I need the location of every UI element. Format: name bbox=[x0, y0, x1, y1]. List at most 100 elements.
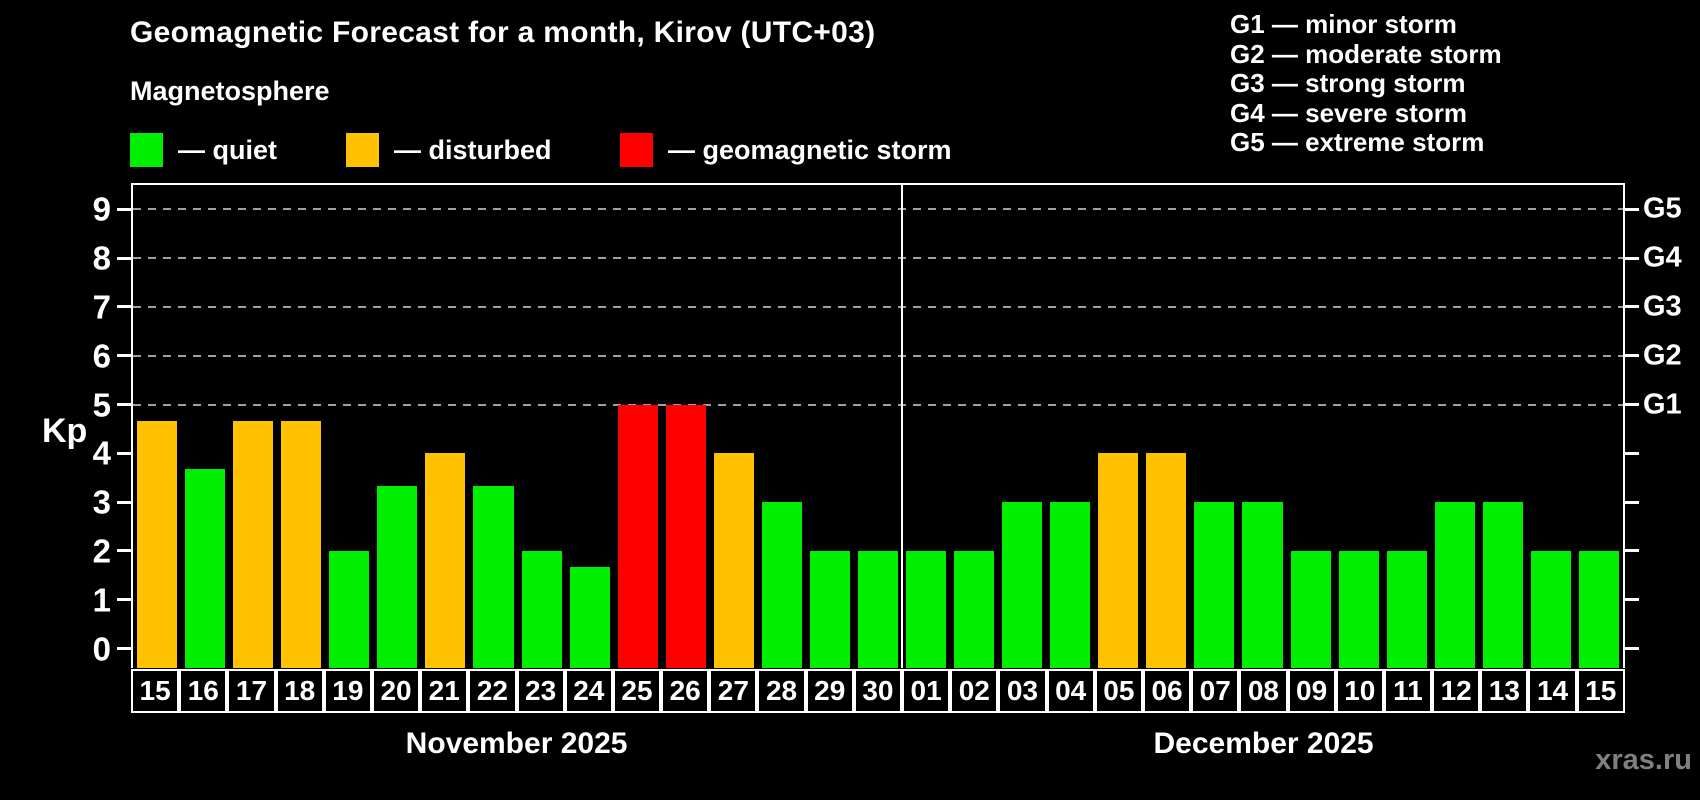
bar-slot bbox=[229, 185, 277, 668]
gridline-kp-5 bbox=[133, 403, 1623, 406]
bars-container bbox=[133, 185, 1623, 668]
date-box-13: 13 bbox=[1480, 669, 1529, 713]
month-label-december: December 2025 bbox=[1153, 727, 1374, 760]
bar-slot bbox=[1094, 185, 1142, 668]
bar-slot bbox=[133, 185, 181, 668]
legend-label-disturbed: — disturbed bbox=[394, 134, 552, 165]
kp-bar-24 bbox=[569, 567, 610, 668]
bar-slot bbox=[1046, 185, 1094, 668]
bar-slot bbox=[902, 185, 950, 668]
kp-bar-02 bbox=[954, 550, 995, 668]
gridline-kp-8 bbox=[133, 257, 1623, 260]
bar-slot bbox=[325, 185, 373, 668]
kp-bar-27 bbox=[713, 453, 754, 668]
bar-slot bbox=[1479, 185, 1527, 668]
bar-slot bbox=[1383, 185, 1431, 668]
date-box-27: 27 bbox=[709, 669, 758, 713]
y-tick-left-7 bbox=[117, 305, 131, 309]
y-tick-label-8: 8 bbox=[92, 239, 111, 277]
gridline-kp-9 bbox=[133, 208, 1623, 211]
date-box-24: 24 bbox=[564, 669, 613, 713]
y-tick-label-9: 9 bbox=[92, 190, 111, 228]
bar-slot bbox=[469, 185, 517, 668]
bar-slot bbox=[806, 185, 854, 668]
kp-bar-05 bbox=[1098, 453, 1139, 668]
bar-slot bbox=[854, 185, 902, 668]
y-tick-label-0: 0 bbox=[92, 630, 111, 667]
bar-slot bbox=[1527, 185, 1575, 668]
date-box-22: 22 bbox=[468, 669, 517, 713]
y-tick-label-6: 6 bbox=[92, 337, 111, 375]
y-tick-left-3 bbox=[117, 500, 131, 504]
bar-slot bbox=[998, 185, 1046, 668]
date-box-09: 09 bbox=[1287, 669, 1336, 713]
date-box-17: 17 bbox=[227, 669, 276, 713]
y-tick-right-9 bbox=[1625, 207, 1639, 211]
bar-slot bbox=[758, 185, 806, 668]
storm-scale-legend: G1 — minor storm G2 — moderate storm G3 … bbox=[1230, 9, 1502, 158]
kp-bar-30 bbox=[857, 550, 898, 668]
date-box-21: 21 bbox=[420, 669, 469, 713]
kp-bar-11 bbox=[1386, 550, 1427, 668]
y-tick-label-3: 3 bbox=[92, 483, 111, 521]
y-tick-right-2 bbox=[1625, 549, 1639, 553]
kp-bar-17 bbox=[233, 420, 274, 668]
month-separator-line bbox=[901, 185, 904, 668]
y-tick-label-2: 2 bbox=[92, 532, 111, 570]
kp-bar-22 bbox=[473, 486, 514, 668]
date-box-25: 25 bbox=[612, 669, 662, 713]
y-tick-right-0 bbox=[1625, 647, 1639, 650]
y-tick-right-8 bbox=[1625, 256, 1639, 260]
legend-item-storm: — geomagnetic storm bbox=[620, 131, 952, 169]
y-tick-label-1: 1 bbox=[92, 581, 111, 619]
y-tick-left-2 bbox=[117, 549, 131, 553]
quiet-color-swatch bbox=[130, 133, 163, 167]
date-box-02: 02 bbox=[950, 669, 999, 713]
y-tick-left-1 bbox=[117, 598, 131, 602]
y-tick-label-5: 5 bbox=[92, 386, 111, 424]
kp-axis-label: Kp bbox=[42, 412, 88, 450]
bar-slot bbox=[1238, 185, 1286, 668]
legend-label-quiet: — quiet bbox=[178, 134, 277, 165]
gridline-kp-6 bbox=[133, 354, 1623, 357]
bar-slot bbox=[710, 185, 758, 668]
date-box-01: 01 bbox=[902, 669, 951, 713]
kp-bar-23 bbox=[521, 550, 562, 668]
date-box-06: 06 bbox=[1142, 669, 1192, 713]
bar-slot bbox=[518, 185, 566, 668]
date-box-08: 08 bbox=[1239, 669, 1288, 713]
date-box-18: 18 bbox=[275, 669, 324, 713]
kp-bar-21 bbox=[425, 453, 466, 668]
bar-slot bbox=[566, 185, 614, 668]
kp-bar-15 bbox=[137, 420, 178, 668]
y-tick-label-4: 4 bbox=[92, 434, 111, 472]
date-box-23: 23 bbox=[516, 669, 565, 713]
y-tick-right-5 bbox=[1625, 403, 1639, 407]
kp-bar-03 bbox=[1002, 502, 1043, 668]
y-tick-left-6 bbox=[117, 354, 131, 358]
kp-bar-16 bbox=[185, 469, 226, 668]
gridline-kp-7 bbox=[133, 305, 1623, 308]
chart-subtitle: Magnetosphere bbox=[130, 76, 330, 106]
bar-slot bbox=[1190, 185, 1238, 668]
date-box-14: 14 bbox=[1528, 669, 1577, 713]
legend-label-storm: — geomagnetic storm bbox=[668, 134, 952, 165]
kp-bar-25 bbox=[617, 404, 658, 668]
date-box-30: 30 bbox=[853, 669, 902, 713]
storm-scale-line-g1: G1 — minor storm bbox=[1230, 9, 1457, 39]
month-label-november: November 2025 bbox=[405, 727, 628, 760]
date-box-15: 15 bbox=[1576, 669, 1625, 713]
watermark: xras.ru bbox=[1595, 744, 1692, 776]
storm-scale-line-g4: G4 — severe storm bbox=[1230, 97, 1468, 128]
y-tick-right-1 bbox=[1625, 598, 1639, 602]
bar-slot bbox=[1431, 185, 1479, 668]
bar-slot bbox=[373, 185, 421, 668]
bar-slot bbox=[950, 185, 998, 668]
kp-bar-06 bbox=[1146, 453, 1187, 668]
date-box-11: 11 bbox=[1383, 669, 1433, 713]
bar-slot bbox=[1575, 185, 1623, 668]
kp-bar-10 bbox=[1338, 550, 1379, 668]
kp-bar-14 bbox=[1530, 550, 1571, 668]
kp-bar-08 bbox=[1242, 502, 1283, 668]
